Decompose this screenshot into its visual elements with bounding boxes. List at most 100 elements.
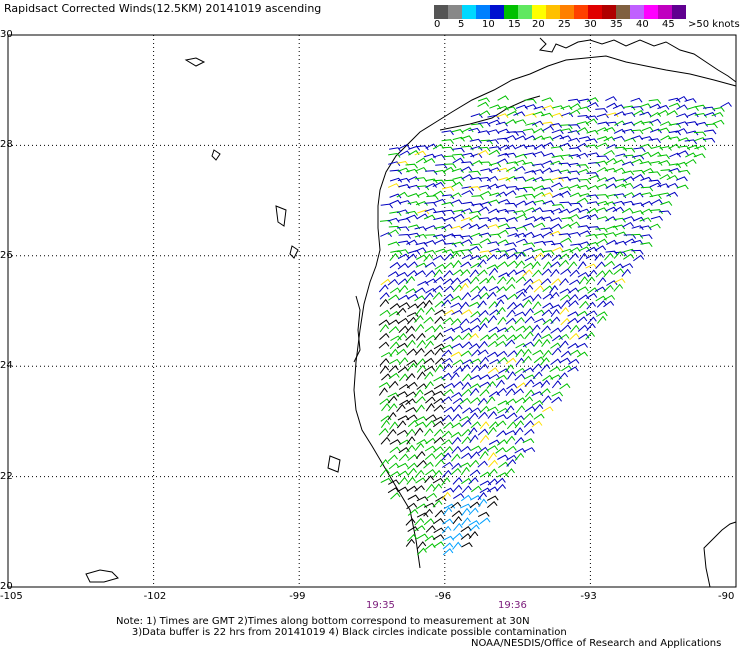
wind-barb	[469, 374, 482, 380]
wind-barb	[686, 106, 699, 111]
wind-barb	[442, 542, 454, 550]
wind-barb	[587, 184, 599, 190]
wind-barb	[388, 403, 398, 412]
wind-barb	[405, 518, 416, 526]
wind-barb	[406, 444, 416, 453]
wind-barb	[586, 322, 596, 332]
lon-label: -105	[0, 591, 23, 602]
wind-barb	[506, 421, 517, 430]
wind-barb	[594, 245, 607, 252]
wind-barb	[487, 468, 498, 477]
wind-barb	[424, 475, 434, 484]
wind-barb	[497, 253, 509, 260]
wind-barb	[488, 149, 501, 156]
wind-barb	[414, 389, 424, 398]
wind-barb	[561, 299, 571, 308]
wind-barb	[657, 109, 669, 116]
wind-barb	[559, 288, 571, 294]
wind-barb	[441, 396, 453, 403]
wind-barb	[533, 403, 544, 412]
lake-2	[275, 205, 287, 227]
wind-barb	[533, 240, 547, 246]
wind-barb	[486, 264, 499, 270]
wind-barbs	[378, 95, 732, 556]
wind-barb	[380, 477, 393, 484]
wind-barb	[551, 278, 562, 286]
wind-barb	[542, 302, 554, 309]
wind-barb	[614, 146, 628, 152]
wind-barb	[633, 120, 645, 126]
wind-barb	[442, 278, 454, 285]
wind-barb	[568, 137, 581, 143]
wind-barb	[567, 311, 579, 317]
wind-barb	[712, 107, 725, 112]
wind-barb	[387, 241, 400, 247]
wind-barb	[577, 271, 589, 278]
wind-barb	[453, 522, 463, 531]
wind-barb	[659, 173, 671, 180]
wind-barb	[524, 379, 535, 387]
wind-barb	[378, 319, 390, 326]
wind-barb	[585, 118, 598, 125]
wind-barb	[622, 112, 636, 117]
wind-barb	[606, 239, 618, 246]
wind-barb	[477, 130, 491, 136]
wind-barb	[632, 183, 645, 189]
legend-label: 45	[662, 19, 675, 30]
wind-barb	[450, 302, 462, 308]
wind-barb	[424, 340, 434, 349]
wind-barb	[406, 253, 417, 261]
wind-barb	[443, 421, 454, 429]
wind-barb	[477, 428, 489, 436]
wind-barb	[442, 363, 453, 372]
wind-barb	[451, 343, 464, 349]
wind-barb	[550, 304, 562, 310]
wind-barb	[489, 358, 501, 365]
notes-line-1: Note: 1) Times are GMT 2)Times along bot…	[116, 616, 530, 627]
wind-barb	[460, 494, 472, 502]
wind-barb	[568, 98, 581, 104]
wind-barb	[432, 477, 445, 484]
legend-swatch	[518, 5, 532, 19]
wind-barb	[433, 343, 446, 350]
legend-label: 20	[532, 19, 545, 30]
wind-barb	[622, 121, 635, 127]
wind-barb	[450, 318, 462, 326]
wind-barb	[460, 135, 473, 141]
wind-barb	[506, 334, 517, 342]
wind-barb	[450, 467, 462, 475]
wind-barb	[379, 292, 390, 300]
wind-barb	[469, 387, 480, 396]
wind-barb	[488, 267, 499, 276]
wind-barb	[441, 201, 454, 207]
wind-barb	[488, 162, 502, 168]
legend-swatch	[476, 5, 490, 19]
wind-barb	[586, 194, 599, 200]
wind-barb	[452, 397, 464, 405]
wind-barb	[514, 251, 527, 257]
wind-barb	[414, 469, 425, 478]
wind-barb	[549, 169, 562, 175]
wind-barb	[596, 166, 609, 173]
wind-barb	[442, 317, 454, 324]
wind-barb	[459, 503, 472, 509]
wind-barb	[676, 184, 689, 190]
wind-barb	[389, 169, 403, 175]
wind-barb	[442, 249, 455, 254]
wind-barb	[425, 483, 436, 492]
wind-barb	[495, 374, 508, 381]
wind-barb	[549, 230, 562, 236]
wind-barb	[597, 315, 607, 324]
wind-barb	[470, 310, 481, 318]
wind-barb	[613, 167, 626, 173]
wind-barb	[424, 380, 434, 390]
wind-barb	[425, 178, 438, 184]
wind-barb	[477, 349, 489, 356]
wind-barb	[550, 308, 560, 318]
wind-barb	[632, 174, 645, 180]
wind-barb	[532, 163, 545, 169]
wind-barb	[432, 154, 445, 159]
wind-barb	[495, 477, 506, 485]
wind-barb	[459, 462, 471, 468]
wind-barb	[406, 476, 416, 485]
